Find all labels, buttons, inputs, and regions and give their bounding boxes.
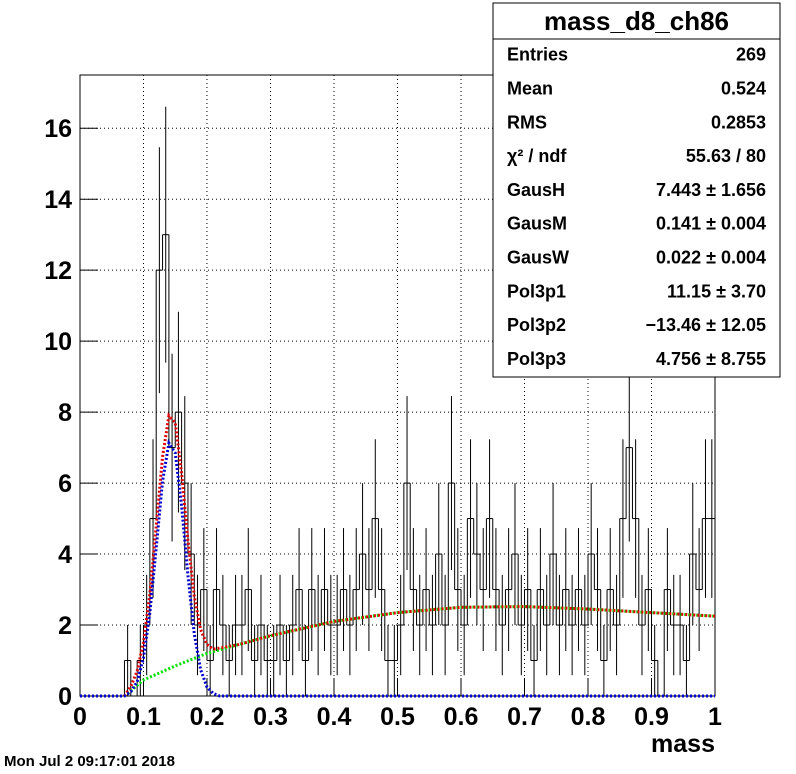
- stats-value: 4.756 ± 8.755: [656, 349, 766, 369]
- stats-value: 0.2853: [711, 112, 766, 132]
- stats-label: RMS: [507, 112, 547, 132]
- stats-label: Pol3p3: [507, 349, 566, 369]
- stats-label: Mean: [507, 78, 553, 98]
- x-tick-label: 0.9: [634, 703, 669, 731]
- stats-value: 269: [736, 45, 766, 65]
- y-tick-label: 2: [58, 612, 72, 640]
- x-tick-label: 0: [73, 703, 87, 731]
- stats-value: 7.443 ± 1.656: [656, 180, 766, 200]
- stats-value: 0.022 ± 0.004: [656, 247, 766, 267]
- stats-title: mass_d8_ch86: [544, 6, 729, 36]
- x-tick-label: 0.5: [380, 703, 415, 731]
- stats-label: Entries: [507, 45, 568, 65]
- stats-label: GausM: [507, 214, 567, 234]
- y-tick-label: 6: [58, 470, 72, 498]
- y-tick-label: 0: [58, 683, 72, 711]
- y-tick-label: 10: [44, 328, 72, 356]
- y-tick-label: 12: [44, 257, 72, 285]
- x-tick-label: 0.6: [444, 703, 479, 731]
- stats-value: 11.15 ± 3.70: [667, 281, 766, 301]
- stats-label: χ² / ndf: [507, 146, 567, 166]
- x-tick-label: 1: [708, 703, 722, 731]
- x-axis-label: mass: [651, 730, 715, 758]
- x-tick-label: 0.8: [571, 703, 606, 731]
- y-tick-label: 14: [44, 186, 72, 214]
- stats-label: Pol3p1: [507, 281, 566, 301]
- plot-frame: [79, 74, 716, 697]
- stats-label: GausW: [507, 247, 569, 267]
- x-tick-label: 0.3: [253, 703, 288, 731]
- fit-curve: [80, 438, 715, 698]
- timestamp: Mon Jul 2 09:17:01 2018: [4, 753, 175, 770]
- x-tick-label: 0.2: [190, 703, 225, 731]
- y-tick-label: 8: [58, 399, 72, 427]
- x-tick-label: 0.1: [126, 703, 161, 731]
- y-tick-label: 16: [44, 115, 72, 143]
- x-tick-label: 0.7: [507, 703, 542, 731]
- stats-value: −13.46 ± 12.05: [646, 315, 766, 335]
- x-tick-label: 0.4: [317, 703, 352, 731]
- stats-value: 0.524: [721, 78, 766, 98]
- fit-curve: [123, 605, 716, 698]
- stats-label: Pol3p2: [507, 315, 566, 335]
- stats-value: 0.141 ± 0.004: [656, 214, 766, 234]
- stats-value: 55.63 / 80: [686, 146, 766, 166]
- stats-box: [492, 2, 781, 378]
- stats-label: GausH: [507, 180, 565, 200]
- y-tick-label: 4: [58, 541, 72, 569]
